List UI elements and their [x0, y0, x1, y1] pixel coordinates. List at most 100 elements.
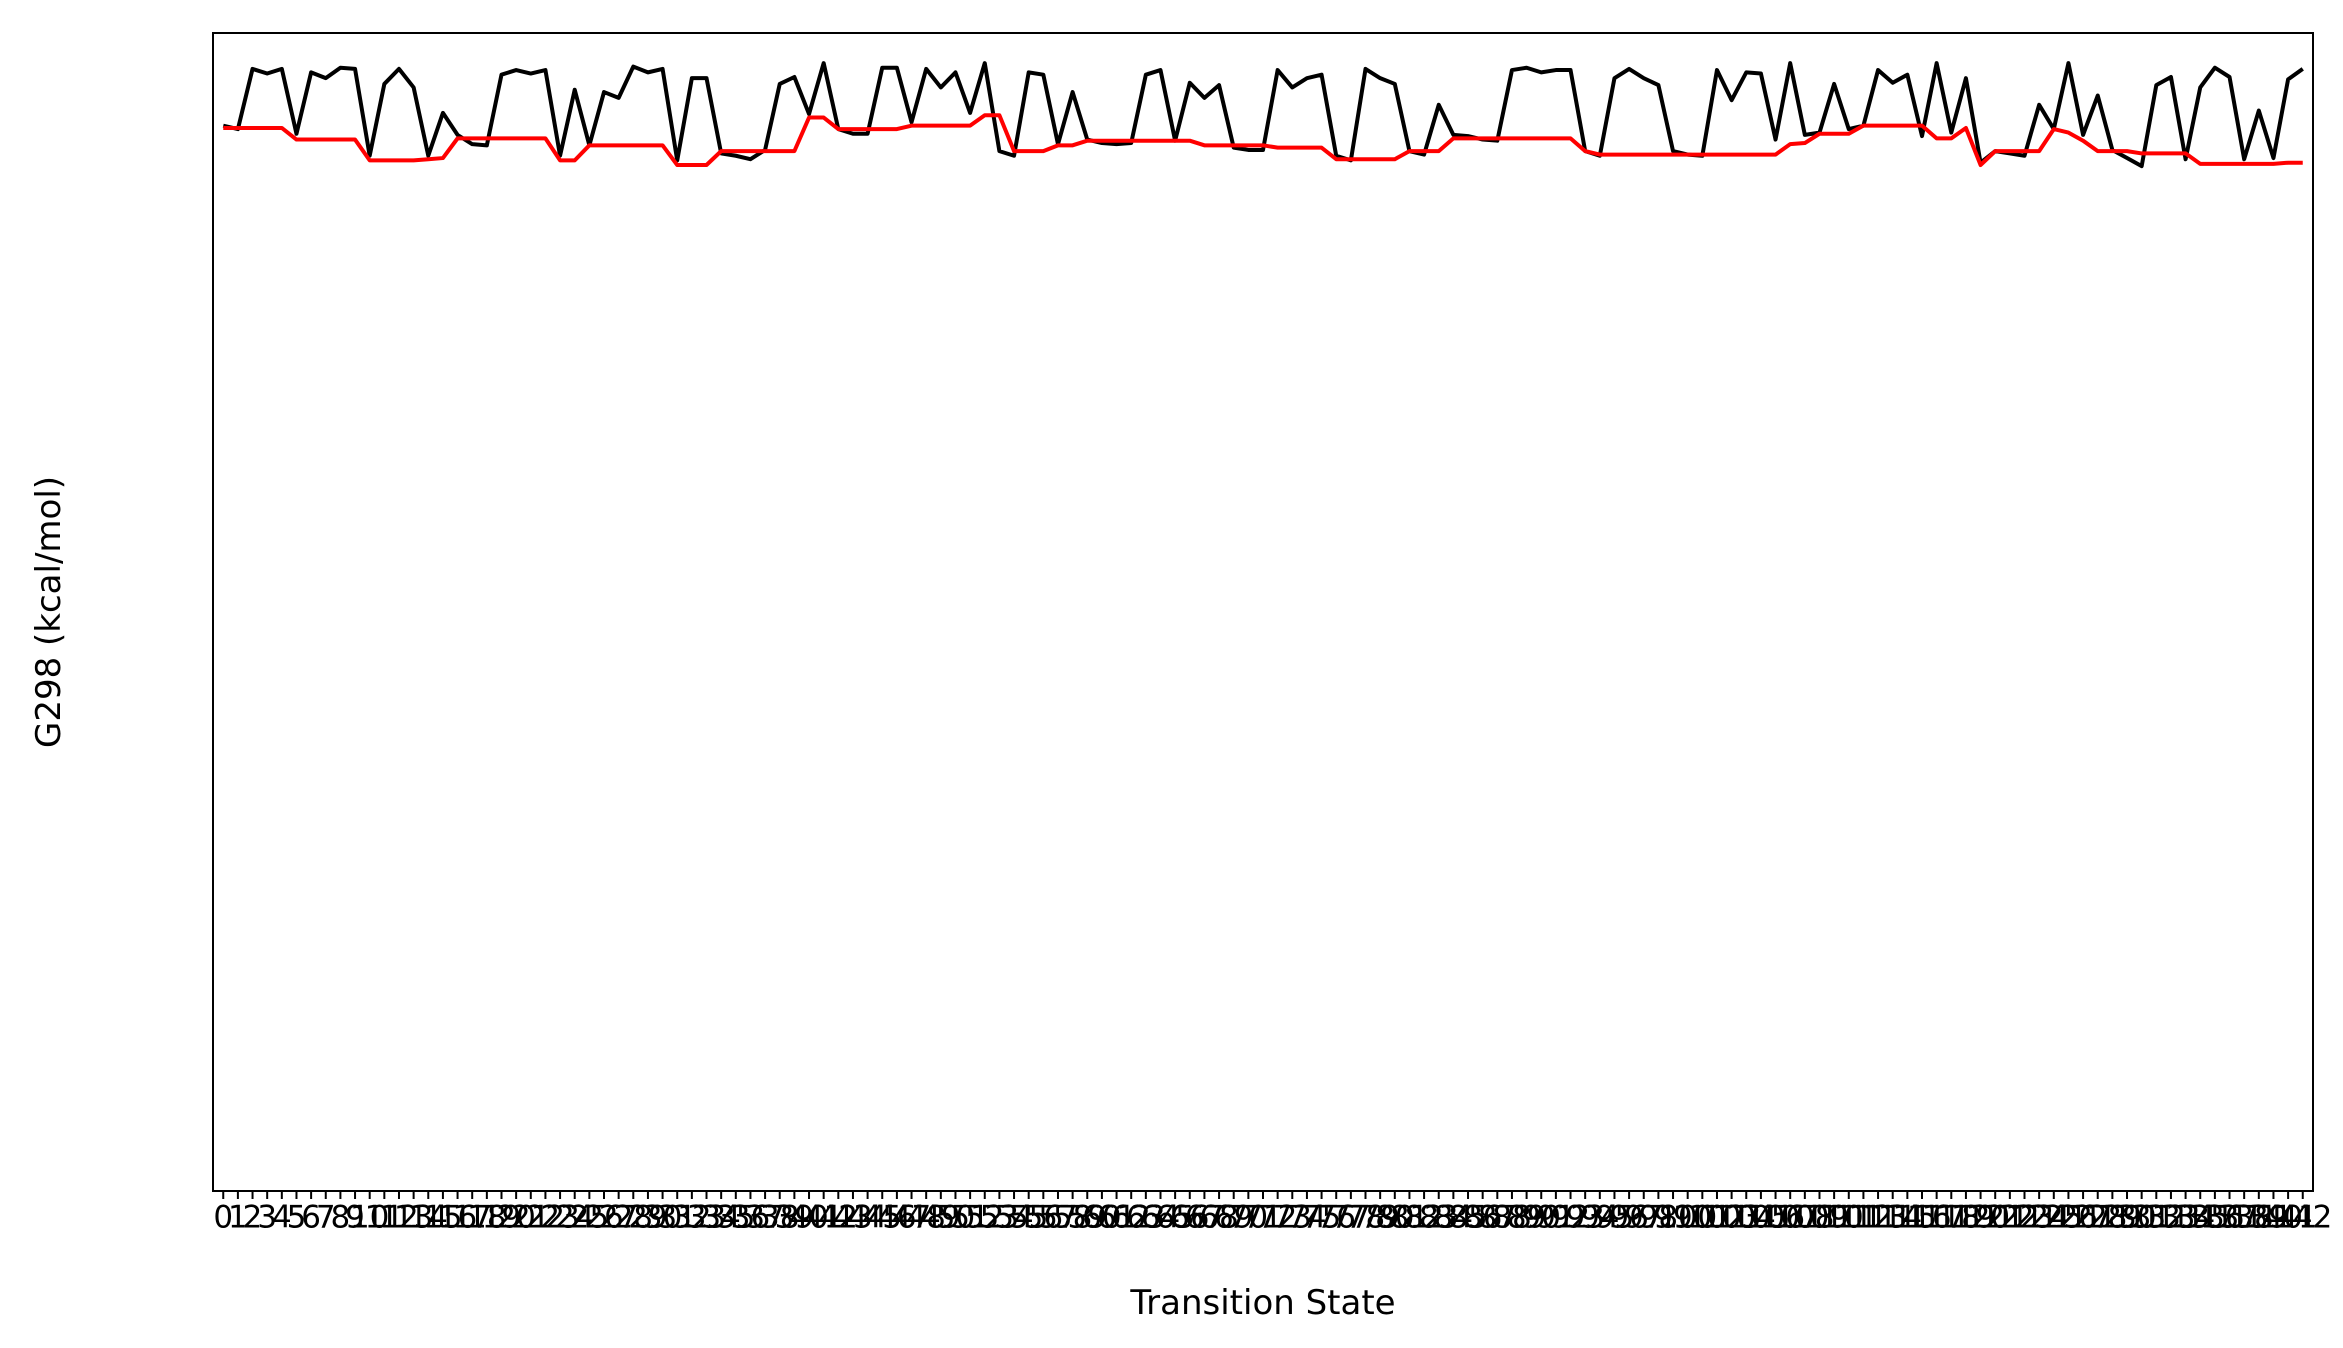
x-tick-label: 124: [2010, 1199, 2069, 1235]
plot-area: [222, 61, 2304, 169]
x-tick-label: 10: [350, 1199, 389, 1235]
x-tick-label: 74: [1287, 1199, 1326, 1235]
x-tick-label: 2: [243, 1199, 263, 1235]
x-tick-label: 73: [1273, 1199, 1312, 1235]
x-tick-label: 95: [1595, 1199, 1634, 1235]
x-tick-label: 63: [1126, 1199, 1165, 1235]
x-tick-label: 130: [2097, 1199, 2156, 1235]
x-tick-label: 17: [452, 1199, 491, 1235]
x-tick-label: 51: [950, 1199, 989, 1235]
x-tick-label: 110: [1805, 1199, 1864, 1235]
x-tick-label: 11: [365, 1199, 404, 1235]
x-tick-label: 46: [877, 1199, 916, 1235]
x-tick-label: 81: [1390, 1199, 1429, 1235]
x-tick-label: 32: [672, 1199, 711, 1235]
x-tick-label: 24: [555, 1199, 594, 1235]
x-tick-label: 125: [2024, 1199, 2083, 1235]
x-tick-label: 8: [331, 1199, 351, 1235]
x-tick-label: 3: [257, 1199, 277, 1235]
x-tick-label: 97: [1624, 1199, 1663, 1235]
x-tick-label: 41: [804, 1199, 843, 1235]
x-tick-label: 140: [2244, 1199, 2303, 1235]
x-tick-label: 29: [628, 1199, 667, 1235]
x-tick-label: 67: [1185, 1199, 1224, 1235]
x-tick-label: 31: [657, 1199, 696, 1235]
x-tick-label: 9: [345, 1199, 365, 1235]
x-tick-label: 45: [863, 1199, 902, 1235]
x-tick-label: 19: [482, 1199, 521, 1235]
x-tick-label: 7: [316, 1199, 336, 1235]
x-tick-label: 91: [1536, 1199, 1575, 1235]
x-tick-label: 121: [1966, 1199, 2025, 1235]
x-tick-label: 141: [2259, 1199, 2318, 1235]
x-tick-label: 61: [1097, 1199, 1136, 1235]
x-tick-label: 6: [301, 1199, 321, 1235]
x-tick-label: 131: [2112, 1199, 2171, 1235]
x-tick-label: 16: [438, 1199, 477, 1235]
x-tick-label: 127: [2053, 1199, 2112, 1235]
x-tick-label: 100: [1658, 1199, 1717, 1235]
x-tick-label: 55: [1009, 1199, 1048, 1235]
x-tick-label: 59: [1068, 1199, 1107, 1235]
x-tick-label: 15: [423, 1199, 462, 1235]
x-tick-label: 111: [1819, 1199, 1878, 1235]
x-tick-label: 21: [511, 1199, 550, 1235]
x-tick-label: 139: [2229, 1199, 2288, 1235]
x-tick-label: 18: [467, 1199, 506, 1235]
x-tick-label: 38: [760, 1199, 799, 1235]
x-tick-label: 77: [1331, 1199, 1370, 1235]
x-tick-label: 135: [2171, 1199, 2230, 1235]
x-tick-label: 104: [1717, 1199, 1776, 1235]
x-tick-label: 142: [2273, 1199, 2332, 1235]
x-tick-label: 27: [599, 1199, 638, 1235]
x-tick-label: 44: [848, 1199, 887, 1235]
x-tick-label: 28: [614, 1199, 653, 1235]
x-tick-label: 40: [789, 1199, 828, 1235]
x-tick-label: 112: [1834, 1199, 1893, 1235]
x-tick-label: 62: [1111, 1199, 1150, 1235]
x-tick-label: 138: [2215, 1199, 2274, 1235]
x-tick-label: 129: [2083, 1199, 2142, 1235]
series-line: [222, 61, 2304, 169]
x-tick-label: 134: [2156, 1199, 2215, 1235]
x-tick-label: 20: [496, 1199, 535, 1235]
x-tick-label: 13: [394, 1199, 433, 1235]
x-tick-label: 43: [833, 1199, 872, 1235]
x-tick-label: 92: [1551, 1199, 1590, 1235]
x-tick-label: 136: [2185, 1199, 2244, 1235]
x-tick-label: 106: [1746, 1199, 1805, 1235]
x-tick-label: 70: [1229, 1199, 1268, 1235]
x-tick-label: 122: [1980, 1199, 2039, 1235]
x-tick-label: 85: [1448, 1199, 1487, 1235]
x-tick-label: 4: [272, 1199, 292, 1235]
x-tick-label: 80: [1375, 1199, 1414, 1235]
x-tick-label: 132: [2127, 1199, 2186, 1235]
x-tick-label: 60: [1082, 1199, 1121, 1235]
x-tick-label: 69: [1214, 1199, 1253, 1235]
x-tick-label: 14: [409, 1199, 448, 1235]
x-tick-label: 30: [643, 1199, 682, 1235]
x-tick-label: 5: [287, 1199, 307, 1235]
x-tick-label: 36: [731, 1199, 770, 1235]
x-tick-label: 39: [775, 1199, 814, 1235]
x-tick-label: 99: [1653, 1199, 1692, 1235]
x-tick-label: 86: [1463, 1199, 1502, 1235]
x-tick-label: 71: [1243, 1199, 1282, 1235]
x-tick-label: 1: [228, 1199, 248, 1235]
x-axis-label: Transition State: [1129, 1283, 1395, 1323]
x-tick-label: 52: [965, 1199, 1004, 1235]
x-tick-label: 68: [1199, 1199, 1238, 1235]
x-tick-label: 12: [379, 1199, 418, 1235]
x-tick-label: 58: [1053, 1199, 1092, 1235]
x-tick-label: 66: [1170, 1199, 1209, 1235]
x-tick-label: 117: [1907, 1199, 1966, 1235]
x-tick-label: 123: [1995, 1199, 2054, 1235]
x-tick-label: 114: [1863, 1199, 1922, 1235]
y-axis-label: G298 (kcal/mol): [29, 476, 69, 748]
x-tick-label: 53: [980, 1199, 1019, 1235]
x-tick-label: 115: [1878, 1199, 1937, 1235]
x-tick-label: 128: [2068, 1199, 2127, 1235]
x-tick-label: 137: [2200, 1199, 2259, 1235]
x-tick-label: 105: [1731, 1199, 1790, 1235]
